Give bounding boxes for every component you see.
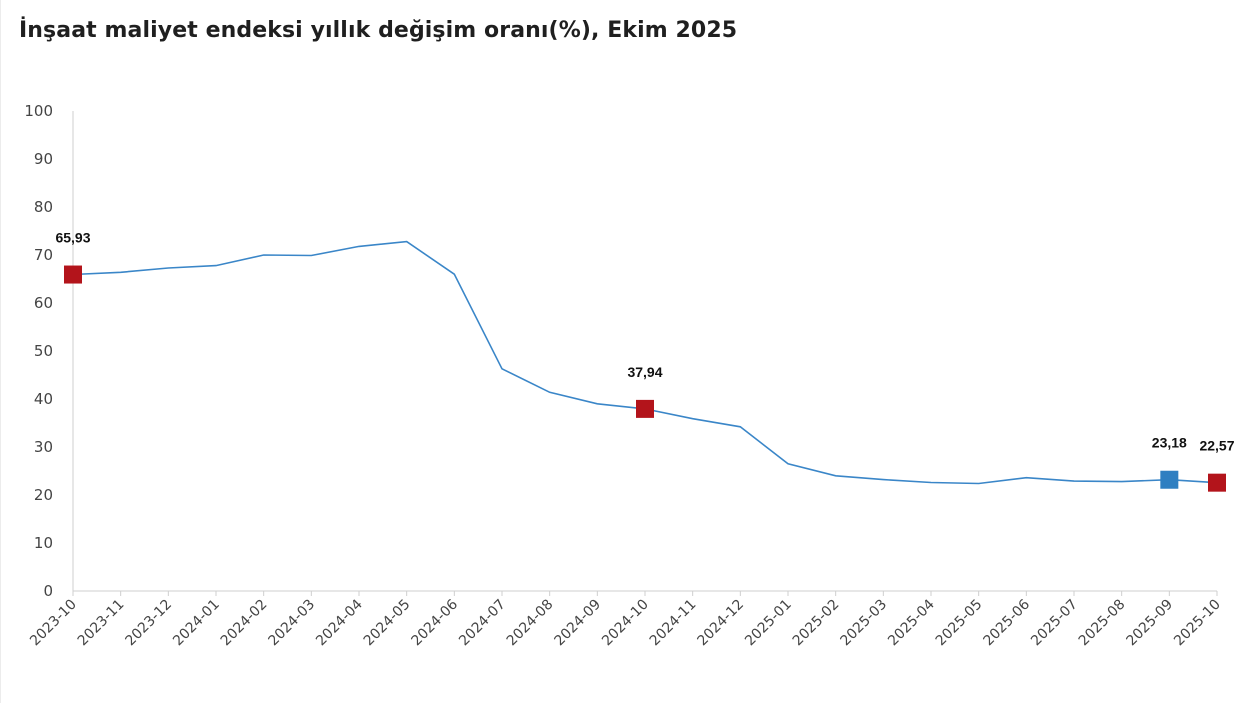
x-tick-label: 2024-10: [599, 597, 652, 650]
y-axis-ticks: 0 10 20 30 40 50 60 70 80 90 100: [24, 102, 53, 600]
y-tick-label: 90: [34, 150, 53, 168]
chart-title: İnşaat maliyet endeksi yıllık değişim or…: [19, 18, 738, 43]
x-tick-label: 2023-11: [75, 597, 128, 650]
data-label: 23,18: [1152, 435, 1187, 451]
y-tick-label: 30: [34, 438, 53, 456]
x-tick-label: 2025-02: [790, 597, 843, 650]
x-tick-label: 2024-07: [456, 597, 509, 650]
x-tick-label: 2024-01: [170, 597, 223, 650]
y-tick-label: 0: [43, 582, 53, 600]
data-marker: [636, 399, 654, 418]
data-label: 65,93: [55, 230, 90, 246]
x-tick-label: 2024-09: [551, 597, 604, 650]
x-tick-label: 2024-08: [504, 597, 557, 650]
x-tick-label: 2025-05: [933, 597, 986, 650]
y-tick-label: 80: [34, 198, 53, 216]
data-label: 37,94: [627, 364, 662, 380]
x-tick-label: 2025-06: [980, 596, 1033, 649]
x-tick-label: 2025-03: [837, 597, 890, 650]
data-markers: [64, 265, 1226, 492]
x-tick-label: 2025-09: [1123, 597, 1176, 650]
data-label: 22,57: [1199, 438, 1234, 454]
x-tick-label: 2025-01: [742, 597, 795, 650]
y-tick-label: 10: [34, 534, 53, 552]
y-tick-label: 100: [24, 102, 53, 120]
data-marker: [1208, 473, 1226, 492]
x-tick-label: 2023-10: [27, 597, 80, 650]
x-tick-label: 2025-08: [1076, 597, 1129, 650]
x-tick-label: 2025-07: [1028, 597, 1081, 650]
data-marker: [1160, 470, 1179, 489]
x-tick-label: 2024-06: [408, 596, 461, 649]
y-tick-label: 50: [34, 342, 53, 360]
y-tick-label: 70: [34, 246, 53, 264]
series-line: [72, 240, 1218, 485]
x-axis-ticks: 2023-102023-112023-122024-012024-022024-…: [27, 591, 1224, 649]
x-tick-label: 2024-05: [361, 597, 414, 650]
x-tick-label: 2024-11: [647, 597, 700, 650]
x-tick-label: 2024-12: [694, 597, 747, 650]
y-tick-label: 20: [34, 486, 53, 504]
x-tick-label: 2025-10: [1171, 597, 1224, 650]
x-tick-label: 2024-02: [218, 597, 271, 650]
y-tick-label: 40: [34, 390, 53, 408]
x-tick-label: 2025-04: [885, 596, 938, 649]
x-tick-label: 2024-04: [313, 596, 366, 649]
y-tick-label: 60: [34, 294, 53, 312]
x-tick-label: 2024-03: [265, 597, 318, 650]
x-tick-label: 2023-12: [122, 597, 175, 650]
data-marker: [64, 265, 82, 284]
data-labels: 65,93 37,94 23,18 22,57: [55, 230, 1234, 454]
